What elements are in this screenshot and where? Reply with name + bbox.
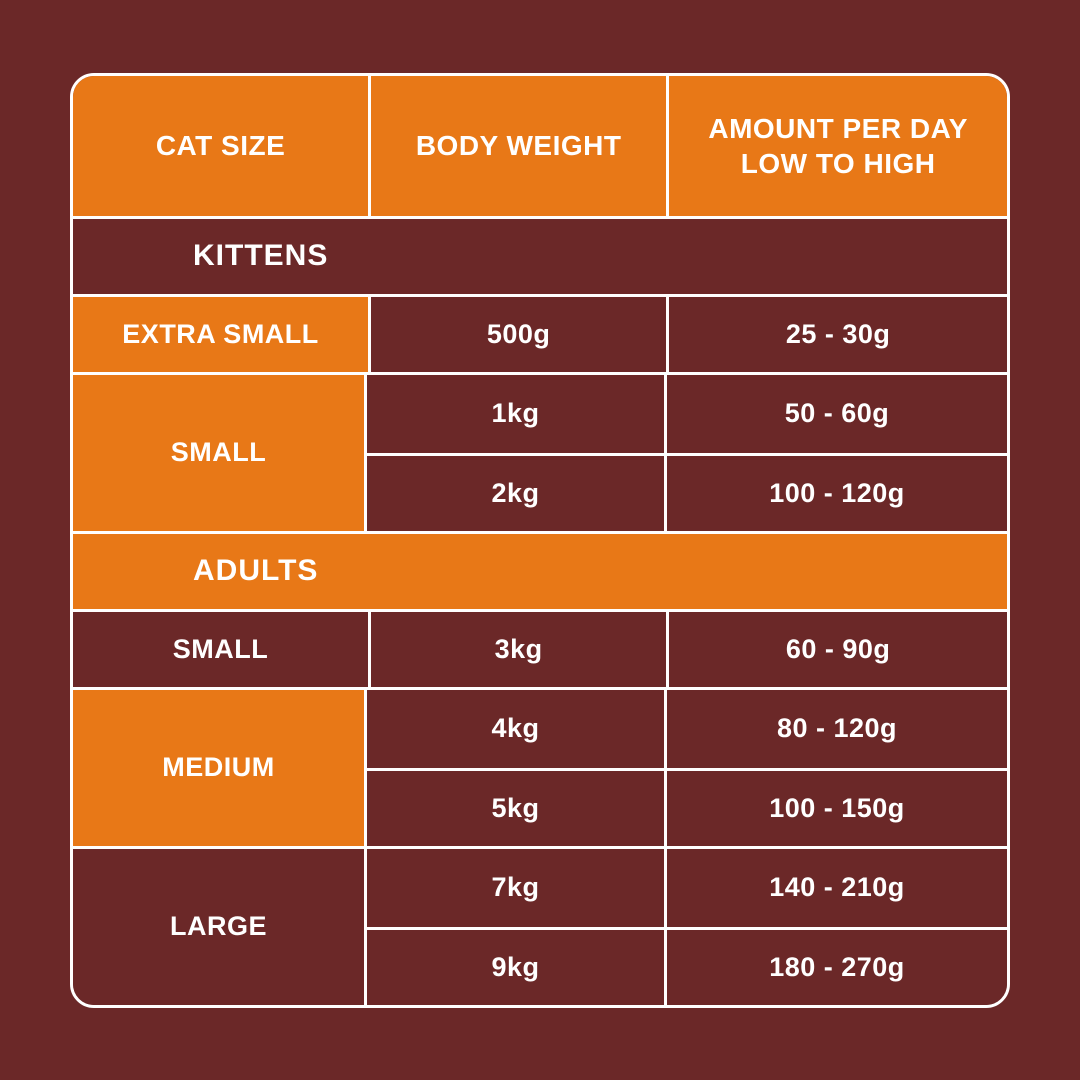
- weight-7kg: 7kg: [367, 849, 667, 927]
- row-small-adult: SMALL 3kg 60 - 90g: [73, 609, 1007, 687]
- row-large: LARGE 7kg 140 - 210g 9kg 180 - 270g: [73, 846, 1007, 1005]
- section-adults-label: ADULTS: [73, 534, 1007, 609]
- table-header-row: CAT SIZE BODY WEIGHT AMOUNT PER DAY LOW …: [73, 76, 1007, 216]
- row-extra-small: EXTRA SMALL 500g 25 - 30g: [73, 294, 1007, 372]
- header-body-weight: BODY WEIGHT: [371, 76, 669, 216]
- weight-2kg: 2kg: [367, 456, 667, 531]
- section-kittens-label: KITTENS: [73, 219, 1007, 294]
- amount-100-120: 100 - 120g: [667, 456, 1007, 531]
- section-kittens: KITTENS: [73, 216, 1007, 294]
- weight-1kg: 1kg: [367, 375, 667, 453]
- feeding-guide-table: CAT SIZE BODY WEIGHT AMOUNT PER DAY LOW …: [70, 73, 1010, 1008]
- section-adults: ADULTS: [73, 531, 1007, 609]
- size-small-kitten: SMALL: [73, 375, 367, 531]
- size-medium: MEDIUM: [73, 690, 367, 846]
- row-small-kitten: SMALL 1kg 50 - 60g 2kg 100 - 120g: [73, 372, 1007, 531]
- amount-50-60: 50 - 60g: [667, 375, 1007, 453]
- weight-5kg: 5kg: [367, 771, 667, 846]
- row-medium: MEDIUM 4kg 80 - 120g 5kg 100 - 150g: [73, 687, 1007, 846]
- size-large: LARGE: [73, 849, 367, 1005]
- amount-140-210: 140 - 210g: [667, 849, 1007, 927]
- size-extra-small: EXTRA SMALL: [73, 297, 371, 372]
- amount-60-90: 60 - 90g: [669, 612, 1007, 687]
- size-small-adult: SMALL: [73, 612, 371, 687]
- weight-3kg: 3kg: [371, 612, 669, 687]
- header-cat-size: CAT SIZE: [73, 76, 371, 216]
- weight-9kg: 9kg: [367, 930, 667, 1005]
- amount-25-30: 25 - 30g: [669, 297, 1007, 372]
- amount-180-270: 180 - 270g: [667, 930, 1007, 1005]
- weight-500g: 500g: [371, 297, 669, 372]
- amount-80-120: 80 - 120g: [667, 690, 1007, 768]
- header-amount: AMOUNT PER DAY LOW TO HIGH: [669, 76, 1007, 216]
- weight-4kg: 4kg: [367, 690, 667, 768]
- amount-100-150: 100 - 150g: [667, 771, 1007, 846]
